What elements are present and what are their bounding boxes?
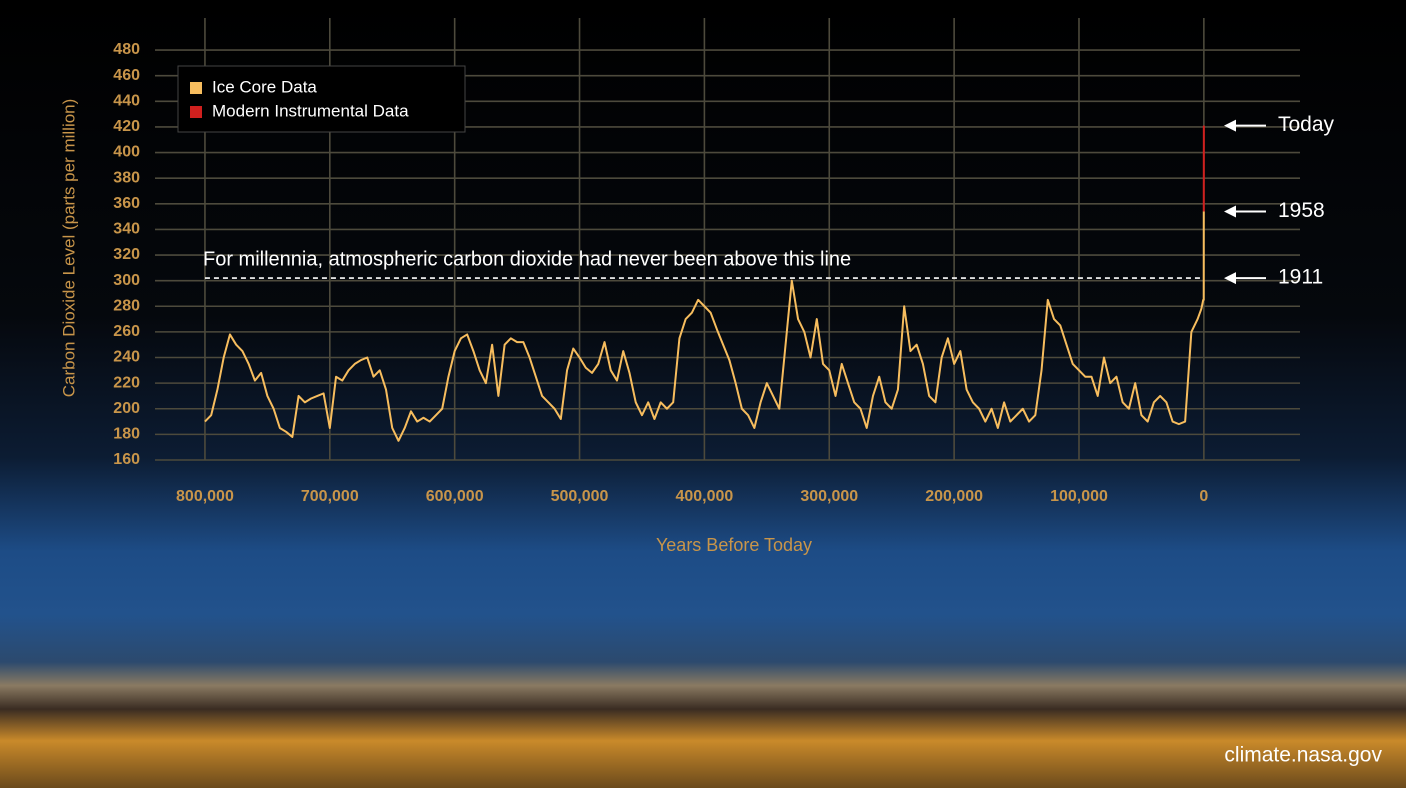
y-tick-label: 460: [113, 67, 140, 84]
x-tick-label: 700,000: [301, 488, 359, 505]
y-tick-label: 300: [113, 272, 140, 289]
y-tick-label: 280: [113, 297, 140, 314]
threshold-label: For millennia, atmospheric carbon dioxid…: [203, 248, 851, 270]
x-tick-label: 300,000: [800, 488, 858, 505]
y-tick-label: 180: [113, 426, 140, 443]
y-tick-label: 480: [113, 41, 140, 58]
source: climate.nasa.gov: [1224, 744, 1382, 767]
x-tick-label: 200,000: [925, 488, 983, 505]
y-tick-label: 400: [113, 144, 140, 161]
annotation-label: 1911: [1278, 266, 1323, 289]
y-tick-label: 240: [113, 349, 140, 366]
x-tick-label: 100,000: [1050, 488, 1108, 505]
legend-box: [177, 65, 466, 133]
x-axis-label: Years Before Today: [656, 535, 812, 555]
x-tick-label: 0: [1199, 488, 1208, 505]
y-tick-label: 220: [113, 374, 140, 391]
y-tick-label: 320: [113, 246, 140, 263]
data-line: [204, 211, 1205, 442]
y-tick-label: 200: [113, 400, 140, 417]
annotation-label: Today: [1278, 113, 1335, 136]
y-tick-label: 380: [113, 169, 140, 186]
legend-label: Modern Instrumental Data: [212, 101, 409, 120]
x-tick-label: 400,000: [675, 488, 733, 505]
y-axis-label: Carbon Dioxide Level (parts per million): [59, 99, 78, 398]
arrow-head: [1224, 119, 1236, 132]
legend-swatch: [190, 106, 202, 118]
y-tick-label: 160: [113, 451, 140, 468]
arrow-head: [1224, 205, 1236, 218]
y-tick-label: 440: [113, 92, 140, 109]
y-tick-label: 260: [113, 323, 140, 340]
y-tick-label: 420: [113, 118, 140, 135]
x-tick-label: 600,000: [426, 488, 484, 505]
legend-label: Ice Core Data: [212, 77, 317, 96]
legend-swatch: [190, 82, 202, 94]
y-tick-label: 340: [113, 221, 140, 238]
x-tick-label: 500,000: [551, 488, 609, 505]
annotation-label: 1958: [1278, 199, 1325, 222]
y-tick-label: 360: [113, 195, 140, 212]
arrow-head: [1224, 272, 1236, 285]
x-tick-label: 800,000: [176, 488, 234, 505]
